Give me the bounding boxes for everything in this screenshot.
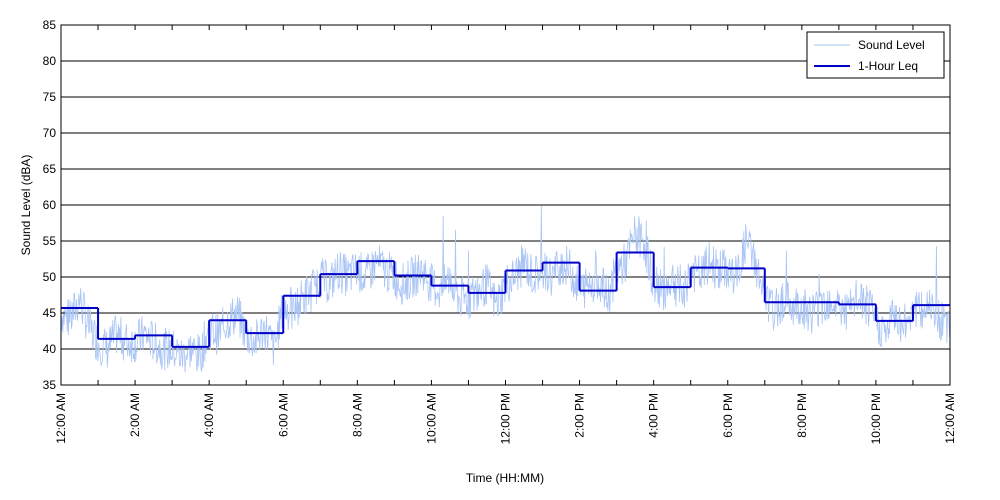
y-tick-label-65: 65 <box>43 162 57 176</box>
x-axis-title: Time (HH:MM) <box>466 471 544 485</box>
y-tick-labels: 35 40 45 50 55 60 65 70 75 80 85 <box>43 18 57 392</box>
y-tick-label-40: 40 <box>43 342 57 356</box>
series-leq <box>61 251 950 348</box>
x-tick-label-10: 8:00 PM <box>795 393 809 438</box>
y-tick-label-55: 55 <box>43 234 57 248</box>
y-tick-label-70: 70 <box>43 126 57 140</box>
y-tick-label-45: 45 <box>43 306 57 320</box>
x-tick-label-8: 4:00 PM <box>647 393 661 438</box>
y-tick-label-80: 80 <box>43 54 57 68</box>
y-tick-label-60: 60 <box>43 198 57 212</box>
x-tick-label-9: 6:00 PM <box>721 393 735 438</box>
y-tick-label-35: 35 <box>43 378 57 392</box>
x-tick-label-11: 10:00 PM <box>869 393 883 444</box>
x-tick-label-2: 4:00 AM <box>202 393 216 437</box>
axis-ticks <box>60 24 951 386</box>
y-tick-label-50: 50 <box>43 270 57 284</box>
x-tick-label-1: 2:00 AM <box>128 393 142 437</box>
x-tick-label-12: 12:00 AM <box>943 393 957 444</box>
y-tick-label-75: 75 <box>43 90 57 104</box>
x-tick-label-0: 12:00 AM <box>54 393 68 444</box>
series-layer <box>60 205 951 373</box>
y-axis-title: Sound Level (dBA) <box>19 155 33 256</box>
legend-label-leq: 1-Hour Leq <box>858 59 918 73</box>
x-tick-label-7: 2:00 PM <box>573 393 587 438</box>
legend: Sound Level 1-Hour Leq <box>806 31 945 79</box>
y-tick-label-85: 85 <box>43 18 57 32</box>
x-tick-label-3: 6:00 AM <box>276 393 290 437</box>
x-tick-label-6: 12:00 PM <box>499 393 513 444</box>
x-tick-labels: 12:00 AM 2:00 AM 4:00 AM 6:00 AM 8:00 AM 10:0… <box>54 393 957 444</box>
legend-box <box>806 31 945 79</box>
x-tick-label-4: 8:00 AM <box>350 393 364 437</box>
x-tick-label-5: 10:00 AM <box>424 393 438 444</box>
legend-label-sound-level: Sound Level <box>858 38 925 52</box>
